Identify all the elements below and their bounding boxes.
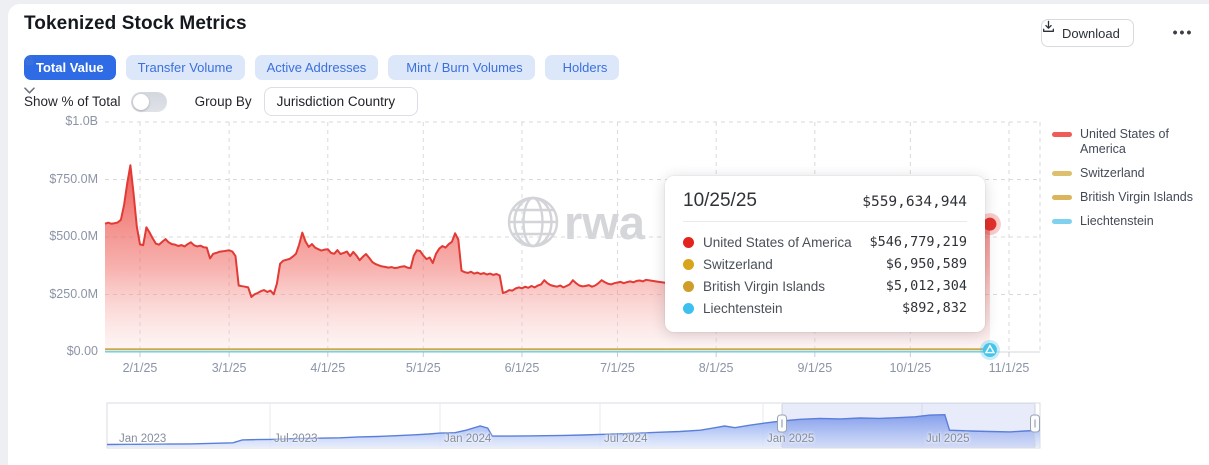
series-name: Switzerland [703, 256, 773, 272]
group-by-label: Group By [194, 94, 252, 109]
tab-total-value[interactable]: Total Value [24, 55, 116, 80]
tab-label: Mint / Burn Volumes [406, 60, 523, 75]
timeline-navigator[interactable] [106, 402, 1041, 449]
rwa-watermark-globe-icon [507, 196, 559, 248]
navigator-tick-label: Jul 2025 [926, 433, 970, 445]
legend-item-liechtenstein[interactable]: Liechtenstein [1052, 214, 1202, 229]
tab-mint-burn-volumes[interactable]: Mint / Burn Volumes [25, 55, 535, 80]
group-by-value: Jurisdiction Country [276, 94, 396, 109]
series-dot [683, 302, 694, 314]
navigator-left-handle[interactable] [777, 404, 787, 447]
navigator-right-handle[interactable] [1030, 404, 1040, 447]
tab-transfer-volume[interactable]: Transfer Volume [125, 55, 245, 80]
x-tick-label: 11/1/25 [988, 361, 1030, 375]
tooltip-divider [683, 221, 967, 222]
navigator-tick-label: Jan 2024 [444, 433, 492, 445]
legend: United States of America Switzerland Bri… [1052, 127, 1202, 229]
legend-swatch [1052, 171, 1072, 176]
tooltip-row-liechtenstein: Liechtenstein $892,832 [683, 297, 967, 319]
navigator-area [107, 414, 1040, 447]
legend-item-bvi[interactable]: British Virgin Islands [1052, 190, 1202, 205]
toggle-knob [132, 93, 149, 110]
show-pct-toggle[interactable] [130, 91, 167, 112]
x-tick-label: 9/1/25 [797, 361, 833, 375]
navigator-line [106, 413, 1041, 446]
legend-swatch [1052, 219, 1072, 224]
tooltip-row-usa: United States of America $546,779,219 [683, 231, 967, 253]
x-tick-label: 6/1/25 [504, 361, 540, 375]
y-tick-label: $0.00 [66, 344, 98, 358]
tab-label: Holders [562, 60, 608, 75]
legend-swatch [1052, 195, 1072, 200]
group-by-select[interactable]: Jurisdiction Country [24, 87, 419, 116]
liechtenstein-endpoint-marker [979, 340, 1000, 360]
tab-label: Active Addresses [266, 60, 367, 75]
x-tick-label: 3/1/25 [211, 361, 247, 375]
download-label: Download [1062, 25, 1120, 41]
legend-item-usa[interactable]: United States of America [1052, 127, 1202, 157]
chart-tooltip: 10/25/25 $559,634,944 United States of A… [665, 176, 985, 332]
x-tick-label: 4/1/25 [310, 361, 346, 375]
x-tick-label: 8/1/25 [698, 361, 734, 375]
chart-controls: Show % of Total Group By Jurisdiction Co… [24, 87, 419, 116]
tab-label: Transfer Volume [137, 60, 233, 75]
navigator-selection[interactable] [782, 403, 1035, 448]
series-name: British Virgin Islands [703, 278, 826, 294]
legend-label: Liechtenstein [1080, 214, 1154, 228]
y-tick-label: $500.0M [49, 229, 98, 243]
legend-swatch [1052, 132, 1072, 137]
x-tick-label: 10/1/25 [889, 361, 932, 375]
legend-label: United States of America [1080, 127, 1169, 156]
tooltip-row-bvi: British Virgin Islands $5,012,304 [683, 275, 967, 297]
series-value: $546,779,219 [869, 234, 967, 250]
tab-active-addresses[interactable]: Active Addresses [254, 55, 379, 80]
x-tick-label: 2/1/25 [122, 361, 158, 375]
metric-tabs: Total Value Transfer Volume Active Addre… [24, 55, 620, 80]
series-dot [683, 280, 694, 292]
page-title: Tokenized Stock Metrics [24, 13, 247, 34]
series-dot [683, 236, 694, 248]
x-tick-label: 7/1/25 [600, 361, 635, 375]
tooltip-date: 10/25/25 [683, 190, 757, 211]
show-pct-label: Show % of Total [24, 94, 121, 109]
more-menu-button[interactable]: ••• [1172, 24, 1194, 40]
tab-label: Total Value [36, 60, 104, 75]
y-tick-label: $1.0B [65, 114, 98, 128]
y-tick-label: $250.0M [49, 286, 98, 301]
legend-item-switzerland[interactable]: Switzerland [1052, 166, 1202, 181]
x-tick-label: 5/1/25 [405, 361, 441, 375]
y-tick-label: $750.0M [49, 171, 98, 186]
tab-holders[interactable]: Holders [25, 55, 620, 80]
navigator-tick-label: Jul 2024 [604, 433, 648, 445]
download-button[interactable]: Download [1041, 19, 1134, 47]
navigator-tick-label: Jan 2025 [767, 433, 815, 445]
series-name: Liechtenstein [703, 300, 783, 316]
tooltip-total: $559,634,944 [862, 194, 967, 210]
navigator-tick-label: Jul 2023 [274, 433, 318, 445]
series-name: United States of America [703, 234, 852, 250]
legend-label: British Virgin Islands [1080, 190, 1194, 204]
series-dot [683, 258, 694, 270]
legend-label: Switzerland [1080, 166, 1145, 180]
series-value: $6,950,589 [885, 256, 967, 272]
rwa-watermark-text: rwa [564, 196, 646, 249]
navigator-tick-label: Jan 2023 [119, 433, 167, 445]
series-value: $892,832 [901, 300, 967, 316]
tooltip-row-switzerland: Switzerland $6,950,589 [683, 253, 967, 275]
series-value: $5,012,304 [885, 278, 967, 294]
